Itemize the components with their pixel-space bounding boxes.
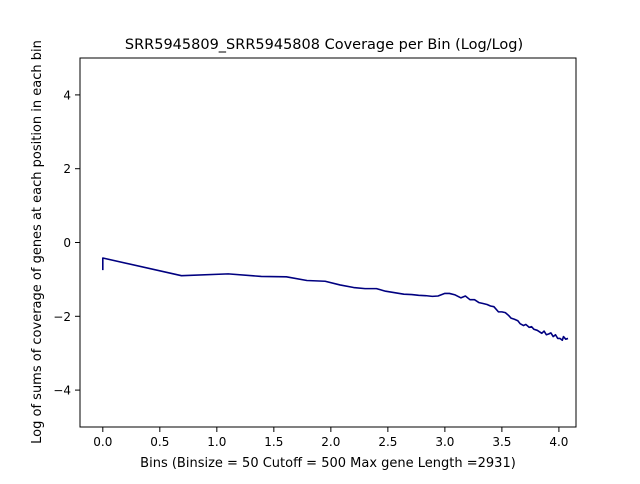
- x-tick-label: 4.0: [549, 435, 568, 449]
- y-tick-label: −4: [53, 384, 71, 398]
- x-tick-label: 3.5: [492, 435, 511, 449]
- x-tick-label: 3.0: [435, 435, 454, 449]
- x-axis: 0.0 0.5 1.0 1.5 2.0 2.5 3.0 3.5 4.0: [93, 427, 568, 449]
- chart-title: SRR5945809_SRR5945808 Coverage per Bin (…: [125, 37, 523, 53]
- series-line-0: [102, 257, 569, 342]
- x-axis-label: Bins (Binsize = 50 Cutoff = 500 Max gene…: [140, 456, 516, 471]
- x-tick-label: 0.0: [93, 435, 112, 449]
- y-tick-label: 2: [63, 162, 71, 176]
- x-tick-label: 2.5: [378, 435, 397, 449]
- series-layer: [102, 257, 569, 342]
- x-tick-label: 0.5: [150, 435, 169, 449]
- x-tick-label: 2.0: [321, 435, 340, 449]
- x-tick-label: 1.5: [264, 435, 283, 449]
- x-tick-label: 1.0: [207, 435, 226, 449]
- plot-background: [80, 58, 576, 427]
- y-tick-label: 0: [63, 236, 71, 250]
- y-axis: −4 −2 0 2 4: [53, 88, 80, 398]
- y-tick-label: −2: [53, 310, 71, 324]
- y-tick-label: 4: [63, 88, 71, 102]
- y-axis-label: Log of sums of coverage of genes at each…: [30, 40, 45, 444]
- plot-area: [79, 57, 577, 428]
